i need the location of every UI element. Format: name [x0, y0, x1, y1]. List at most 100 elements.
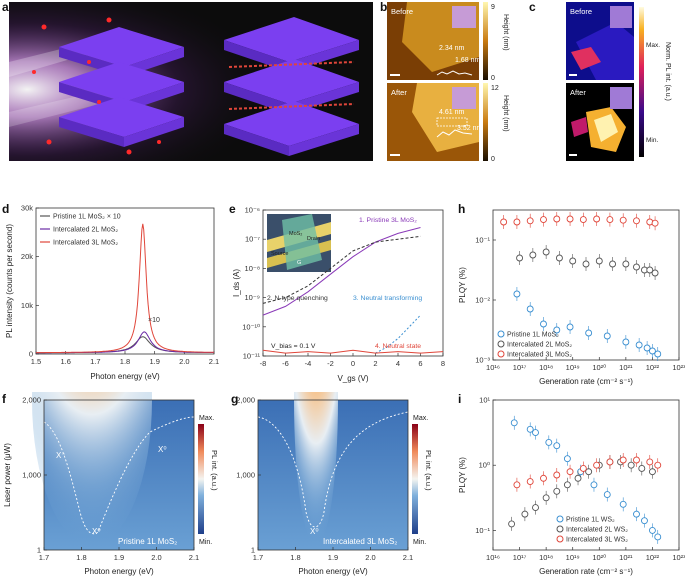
data-point-1 [654, 350, 662, 358]
x0-label-upper: X⁰ [158, 445, 167, 454]
panel-d-pl-spectra: 1.5 1.6 1.7 1.8 1.9 2.0 2.1 0 10k 20k 30k ×10 Pris… [0, 200, 225, 390]
x-tick: 10²¹ [619, 363, 633, 372]
data-point-3 [619, 456, 627, 464]
panel-f-heatmap: 1.7 1.8 1.9 2.0 2.1 1 1,000 2,000 X⁻ X⁰ X⁰ Pris… [0, 255, 230, 582]
panel-label-c: c [529, 0, 536, 14]
data-point-1 [641, 517, 648, 525]
vbias-label: V_bias = 0.1 V [271, 343, 316, 350]
afm-after-label: After [391, 88, 407, 97]
x-axis-label-e: V_gs (V) [337, 374, 368, 383]
x-tick: 10¹⁸ [539, 553, 553, 562]
panel-label-g: g [231, 392, 239, 406]
data-point-2 [542, 248, 550, 256]
data-point-1 [603, 491, 611, 499]
x-tick: 10¹⁷ [513, 553, 527, 562]
panel-label-i: i [458, 392, 462, 406]
panel-g-heatmap: 1.7 1.8 1.9 2.0 2.1 1 1,000 2,000 X⁰ Intercalat… [228, 255, 456, 582]
panel-b-afm: Before 2.34 nm 1.68 nm After 4.61 nm 3.5… [387, 2, 522, 163]
x-tick-d: 2.1 [209, 357, 219, 366]
data-point-1 [540, 320, 547, 328]
panel-label-d: d [2, 202, 10, 216]
inset-mos2-label: MoS₂ [289, 231, 302, 237]
x-tick-heat: 1.8 [290, 553, 300, 562]
data-point-1 [510, 419, 518, 427]
panel-i-plqy-ws2: 10¹⁶ 10¹⁷ 10¹⁸ 10¹⁹ 10²⁰ 10²¹ 10²² 10²³ 10⁻¹ 10⁰ 1… [455, 392, 685, 582]
caption-f: Pristine 1L MoS₂ [118, 537, 177, 546]
data-point-2 [553, 487, 561, 495]
data-point-3 [526, 478, 534, 485]
legend-h-item-3: Intercalated 3L MoS₂ [507, 352, 572, 359]
x-tick: 10²² [646, 363, 660, 372]
data-point-3 [579, 216, 587, 224]
intercalation-structure-illustration [9, 2, 373, 161]
data-point-1 [563, 455, 571, 463]
data-point-2 [595, 257, 603, 265]
data-point-3 [513, 218, 521, 226]
data-point-1 [635, 341, 643, 349]
x-tick: 10²² [646, 553, 660, 562]
x-tick-e: -2 [327, 359, 334, 368]
device-inset: MoS₂ Source Drain G [267, 214, 331, 272]
y-tick-e: 10⁻⁷ [245, 235, 260, 244]
y-tick-e: 10⁻⁹ [244, 293, 260, 302]
x-tick: 10¹⁹ [566, 553, 580, 562]
data-point-1 [648, 526, 656, 534]
x-tick: 10¹⁸ [539, 363, 553, 372]
data-point-2 [555, 254, 563, 262]
plot-frame-h [492, 209, 680, 361]
x-tick-e: 6 [418, 359, 422, 368]
annot-pristine: 1. Pristine 3L MoS₂ [359, 217, 417, 224]
x-tick-e: 0 [351, 359, 355, 368]
pl-before-label: Before [570, 7, 592, 16]
y-tick-e: 10⁻¹⁰ [242, 322, 260, 331]
y-tick-d: 10k [21, 301, 33, 310]
cbar-f-max: Max. [199, 415, 214, 422]
series-line-e-3 [375, 314, 421, 354]
afm-height-4: 3.52 nm [457, 125, 482, 132]
series-line-e-1 [262, 227, 421, 316]
data-point-3 [619, 216, 627, 224]
y-tick: 10⁻³ [475, 356, 490, 365]
x-tick-e: -6 [282, 359, 289, 368]
afm-height-3: 4.61 nm [439, 109, 464, 116]
x-tick-d: 1.9 [149, 357, 159, 366]
y-tick-e: 10⁻¹¹ [243, 352, 261, 361]
pl-after-label: After [570, 88, 586, 97]
x-axis-label-d: Photon energy (eV) [90, 372, 160, 381]
y-tick-heat: 1,000 [22, 471, 41, 480]
data-point-2 [516, 254, 524, 262]
data-point-2 [563, 481, 571, 489]
data-point-1 [654, 533, 662, 541]
series-line-e-4 [262, 349, 444, 354]
data-point-2 [648, 468, 656, 476]
x-tick: 10²¹ [619, 553, 633, 562]
y-tick-d: 30k [21, 204, 33, 213]
data-point-1 [513, 290, 521, 298]
data-point-3 [593, 461, 601, 469]
x-axis-label-g: Photon energy (eV) [298, 567, 368, 576]
afm-cbar-bot-min: 0 [491, 156, 495, 162]
x-tick-heat: 2.1 [189, 553, 199, 562]
y-axis-label-i: PLQY (%) [458, 457, 467, 493]
afm-colorbar-after [483, 83, 488, 161]
data-point-3 [526, 217, 534, 225]
data-point-3 [579, 465, 587, 472]
pl-colorbar [639, 7, 644, 157]
data-point-2 [574, 474, 582, 482]
data-point-3 [606, 216, 614, 224]
data-point-2 [627, 461, 635, 469]
x-tick-d: 1.5 [31, 357, 41, 366]
afm-colorbar-before [483, 2, 488, 80]
x-tick-heat: 2.1 [403, 553, 413, 562]
legend-i: Pristine 1L WS₂ Intercalated 2L WS₂ Inte… [556, 515, 628, 544]
panel-a-illustration [9, 2, 373, 161]
legend-i-item-1: Pristine 1L WS₂ [566, 517, 615, 524]
data-point-1 [603, 332, 611, 340]
data-point-2 [633, 263, 640, 271]
x-tick: 10¹⁹ [566, 363, 580, 372]
data-point-2 [569, 257, 577, 265]
data-point-2 [646, 266, 654, 274]
x-tick-heat: 1.7 [253, 553, 263, 562]
data-point-2 [508, 520, 516, 528]
x-tick: 10¹⁷ [513, 363, 527, 372]
